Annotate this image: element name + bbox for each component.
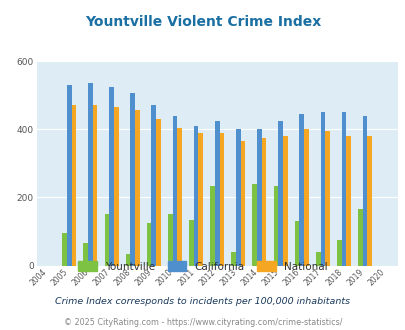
Bar <box>324 131 329 266</box>
Bar <box>367 136 371 266</box>
Bar <box>357 209 362 266</box>
Bar <box>88 83 92 266</box>
Bar <box>298 114 303 266</box>
Bar <box>67 85 71 266</box>
Bar <box>341 112 345 266</box>
Legend: Yountville, California, National: Yountville, California, National <box>76 259 329 274</box>
Bar <box>277 121 282 266</box>
Bar <box>126 254 130 266</box>
Bar <box>294 221 298 266</box>
Bar <box>219 133 224 266</box>
Bar <box>273 185 277 266</box>
Bar <box>256 129 261 266</box>
Bar <box>240 141 245 266</box>
Bar <box>151 105 156 266</box>
Bar <box>71 105 76 266</box>
Bar <box>315 252 320 266</box>
Text: Crime Index corresponds to incidents per 100,000 inhabitants: Crime Index corresponds to incidents per… <box>55 297 350 307</box>
Bar <box>172 115 177 266</box>
Bar <box>252 184 256 266</box>
Bar <box>135 111 139 266</box>
Bar <box>282 136 287 266</box>
Bar <box>147 223 151 266</box>
Bar <box>168 214 172 266</box>
Bar <box>83 244 88 266</box>
Bar <box>336 240 341 266</box>
Bar <box>177 128 181 266</box>
Bar <box>193 126 198 266</box>
Bar <box>189 220 193 266</box>
Bar <box>156 119 160 266</box>
Bar <box>92 105 97 266</box>
Bar <box>198 133 202 266</box>
Bar <box>303 129 308 266</box>
Bar <box>113 107 118 266</box>
Bar <box>362 115 367 266</box>
Bar <box>214 121 219 266</box>
Text: Yountville Violent Crime Index: Yountville Violent Crime Index <box>85 15 320 29</box>
Bar <box>345 136 350 266</box>
Bar <box>231 252 235 266</box>
Bar <box>261 138 266 266</box>
Bar <box>104 214 109 266</box>
Bar <box>109 86 113 266</box>
Text: © 2025 CityRating.com - https://www.cityrating.com/crime-statistics/: © 2025 CityRating.com - https://www.city… <box>64 318 341 327</box>
Bar <box>320 112 324 266</box>
Bar <box>235 129 240 266</box>
Bar <box>62 233 67 266</box>
Bar <box>130 93 135 266</box>
Bar <box>210 185 214 266</box>
